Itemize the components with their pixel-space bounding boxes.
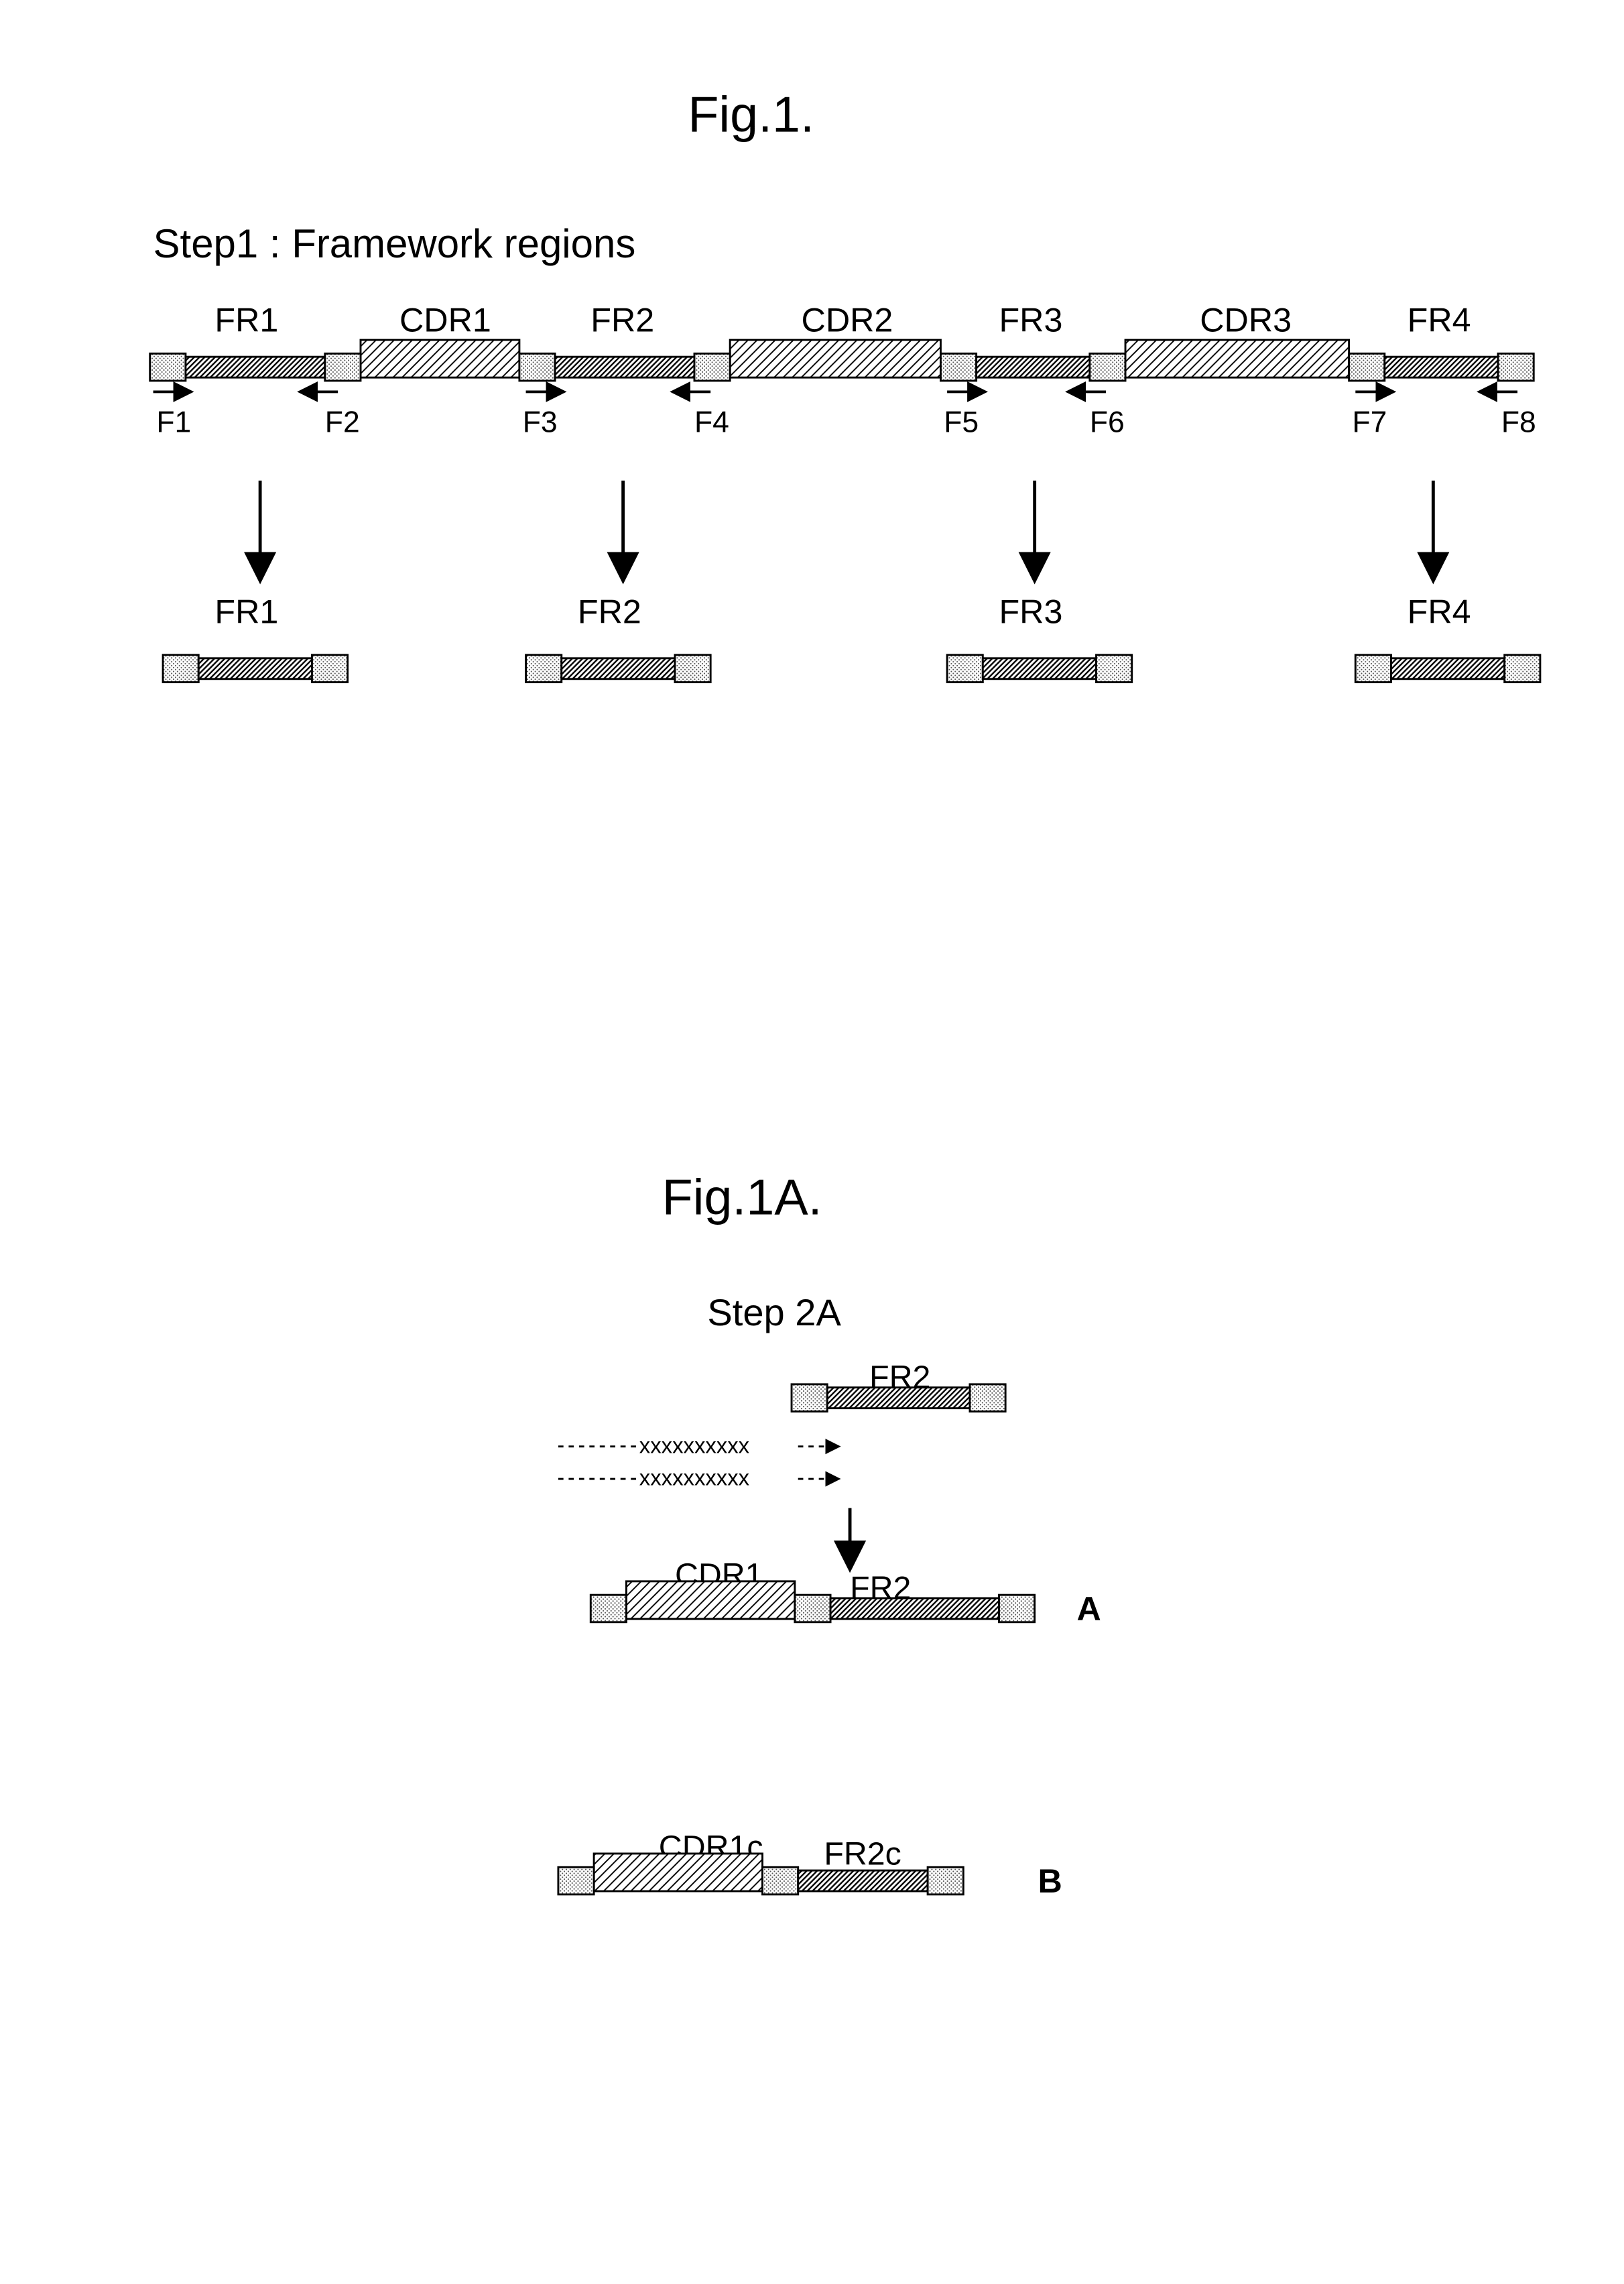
svg-text:A: A <box>1077 1589 1101 1628</box>
svg-text:F8: F8 <box>1501 406 1536 438</box>
svg-text:FR4: FR4 <box>1408 300 1471 339</box>
fig1-title: Fig.1. <box>688 85 814 144</box>
svg-text:xxxxxxxxxx: xxxxxxxxxx <box>639 1465 750 1490</box>
svg-text:FR2: FR2 <box>590 300 654 339</box>
fig1-step-label: Step1 : Framework regions <box>153 221 636 267</box>
svg-text:FR3: FR3 <box>999 300 1062 339</box>
svg-text:FR2c: FR2c <box>824 1836 901 1872</box>
svg-text:FR3: FR3 <box>999 593 1062 631</box>
svg-text:FR1: FR1 <box>214 300 278 339</box>
fig1a-title: Fig.1A. <box>662 1168 822 1227</box>
svg-text:F2: F2 <box>325 406 360 438</box>
svg-text:F7: F7 <box>1352 406 1387 438</box>
svg-text:CDR3: CDR3 <box>1200 300 1292 339</box>
svg-text:FR1: FR1 <box>214 593 278 631</box>
diagram-page: FR1 CDR1 FR2 CDR2 FR3 CDR3 FR4 F1 F2 F3 F4 F5 F6 F7 F8… <box>27 27 1597 2183</box>
svg-text:CDR1: CDR1 <box>399 300 491 339</box>
svg-text:FR2: FR2 <box>578 593 641 631</box>
svg-text:B: B <box>1038 1862 1062 1900</box>
svg-text:F6: F6 <box>1090 406 1125 438</box>
svg-text:F5: F5 <box>944 406 979 438</box>
svg-text:F4: F4 <box>694 406 729 438</box>
svg-text:CDR2: CDR2 <box>802 300 893 339</box>
diagram-svg: FR1 CDR1 FR2 CDR2 FR3 CDR3 FR4 F1 F2 F3 F4 F5 F6 F7 F8… <box>27 27 1597 2183</box>
svg-text:F3: F3 <box>523 406 558 438</box>
svg-text:F1: F1 <box>156 406 191 438</box>
svg-text:xxxxxxxxxx: xxxxxxxxxx <box>639 1433 750 1457</box>
fig1a-step-label: Step 2A <box>707 1291 841 1335</box>
svg-text:FR4: FR4 <box>1408 593 1471 631</box>
